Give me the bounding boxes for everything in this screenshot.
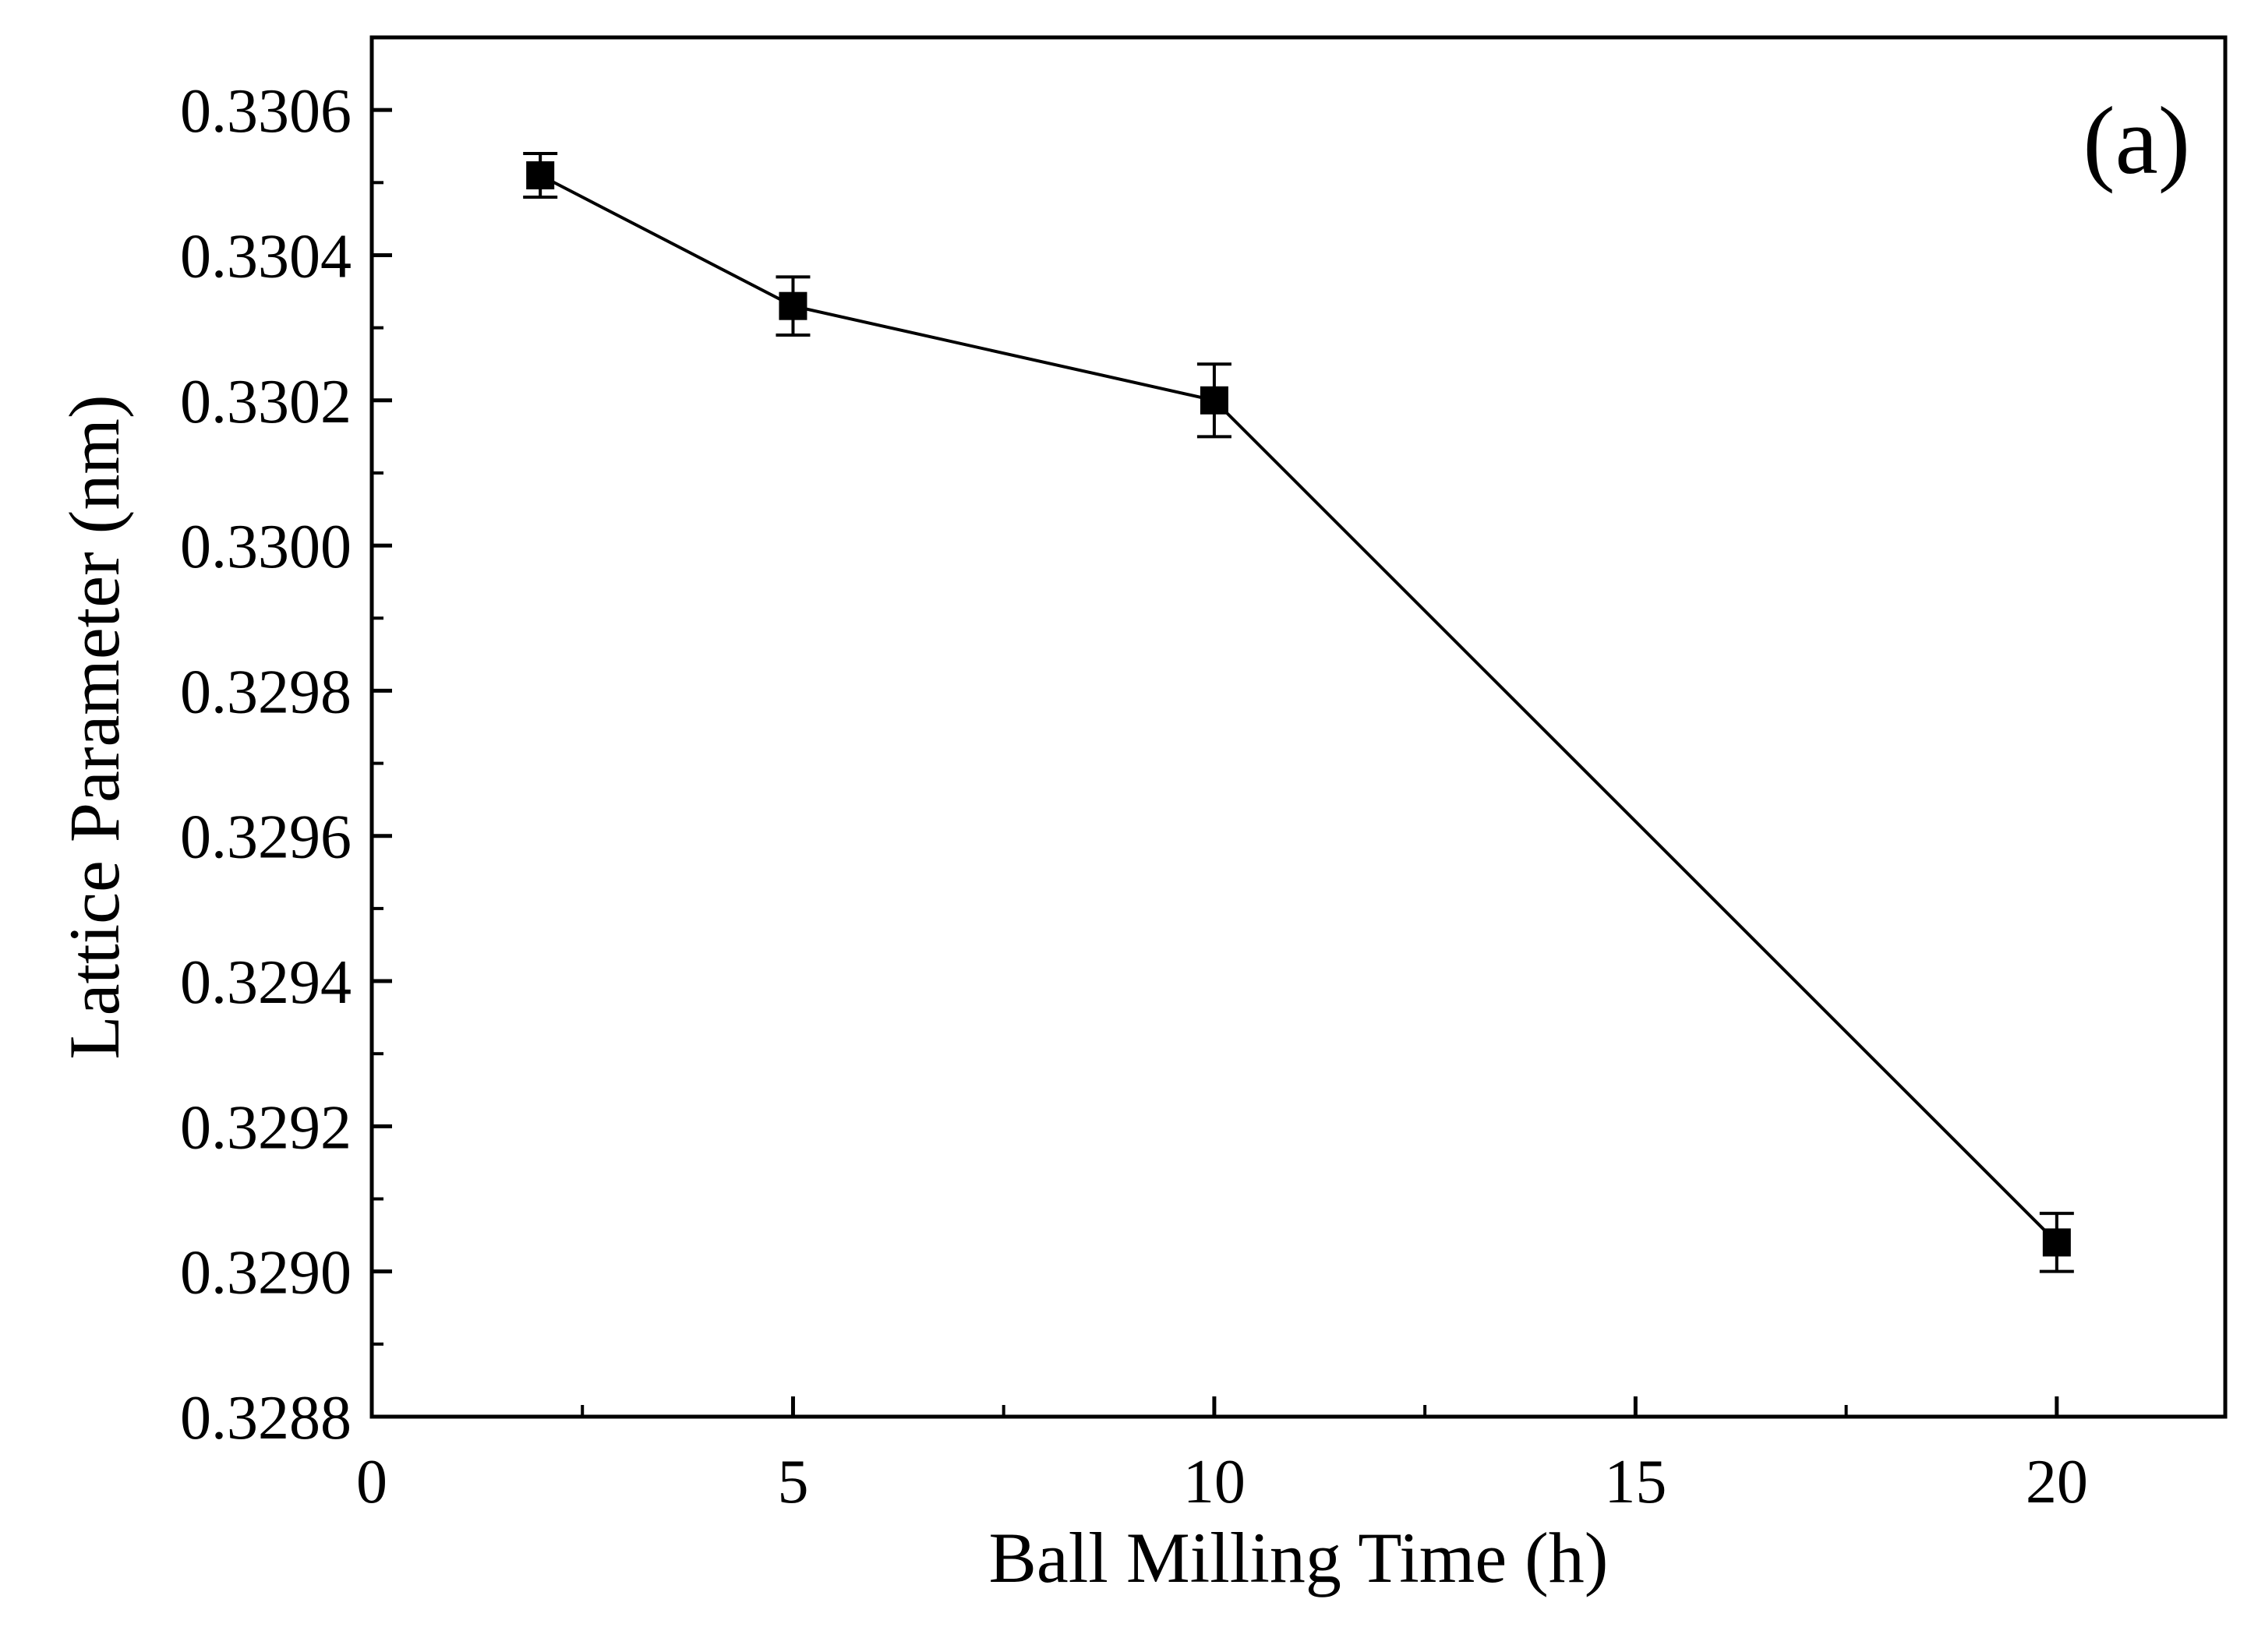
panel-label: (a)	[2083, 87, 2190, 194]
y-tick-label: 0.3300	[180, 513, 352, 581]
y-tick-label: 0.3304	[180, 222, 352, 291]
y-tick-label: 0.3292	[180, 1093, 352, 1162]
y-axis-title: Lattice Parameter (nm)	[55, 394, 134, 1059]
x-tick-label: 5	[777, 1448, 808, 1516]
x-tick-label: 0	[356, 1448, 387, 1516]
axis-tick-labels: 0.3288 0.3290 0.3292 0.3294 0.3296 0.3298 0.33…	[180, 77, 2088, 1516]
data-point	[526, 161, 555, 189]
plot-frame	[369, 35, 2228, 1419]
data-point	[2042, 1228, 2071, 1257]
y-tick-label: 0.3288	[180, 1384, 352, 1453]
x-tick-label: 15	[1604, 1448, 1666, 1516]
series-line	[539, 174, 2058, 1244]
y-tick-label: 0.3294	[180, 948, 352, 1017]
data-point	[1200, 386, 1228, 415]
y-tick-label: 0.3290	[180, 1239, 352, 1308]
series-layer	[523, 152, 2074, 1273]
y-tick-label: 0.3302	[180, 368, 352, 436]
data-point	[779, 291, 807, 320]
x-axis-title: Ball Milling Time (h)	[989, 1518, 1609, 1597]
x-tick-label: 20	[2026, 1448, 2088, 1516]
y-tick-label: 0.3306	[180, 77, 352, 146]
y-tick-label: 0.3296	[180, 803, 352, 872]
y-tick-label: 0.3298	[180, 658, 352, 726]
x-tick-label: 10	[1183, 1448, 1246, 1516]
